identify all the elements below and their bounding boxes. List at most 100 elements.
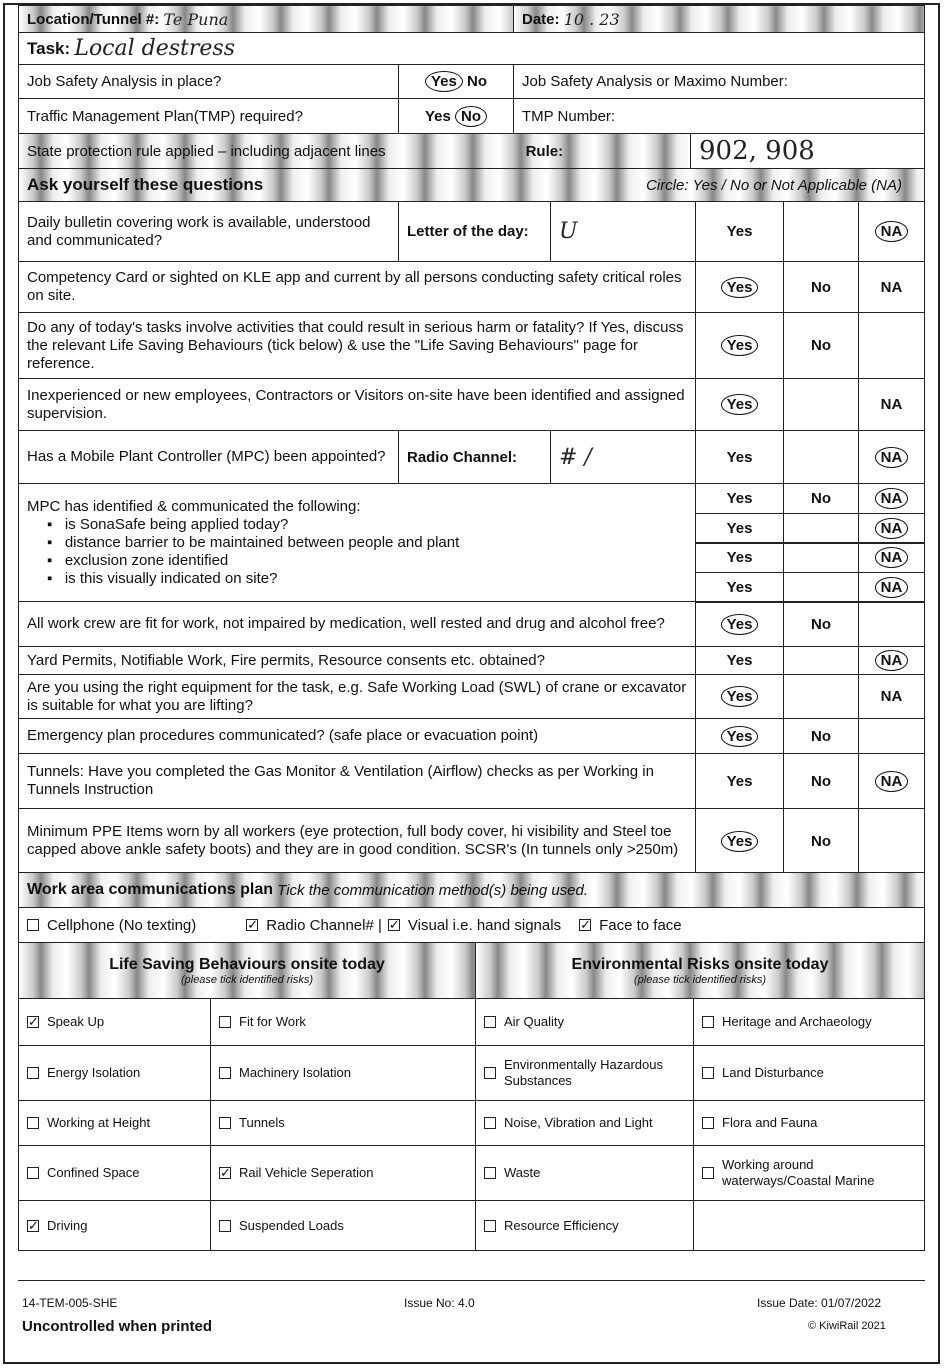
- answer-yes-cell[interactable]: Yes: [695, 483, 784, 514]
- answer-no[interactable]: No: [811, 337, 831, 354]
- answer-yes-cell[interactable]: Yes: [695, 378, 784, 431]
- answer-na-cell[interactable]: NA: [858, 430, 925, 484]
- answer-na-cell[interactable]: NA: [858, 378, 925, 431]
- risk-cell[interactable]: Noise, Vibration and Light: [475, 1100, 694, 1146]
- answer-no[interactable]: No: [811, 727, 831, 745]
- risk-cell[interactable]: Land Disturbance: [693, 1045, 925, 1101]
- answer-no-cell[interactable]: No: [783, 312, 859, 379]
- risk-cell[interactable]: Energy Isolation: [18, 1045, 211, 1101]
- checkbox[interactable]: [702, 1167, 714, 1179]
- checkbox-checked[interactable]: ✓: [219, 1165, 231, 1180]
- answer-yes-circled[interactable]: Yes: [720, 725, 759, 747]
- checkbox[interactable]: [27, 1067, 39, 1079]
- checkbox[interactable]: [484, 1016, 496, 1028]
- checkbox-checked[interactable]: ✓: [27, 1217, 39, 1233]
- answer-na-cell[interactable]: NA: [858, 572, 925, 603]
- checkbox[interactable]: [702, 1016, 714, 1028]
- checkbox[interactable]: [219, 1016, 231, 1028]
- answer-yes-cell[interactable]: Yes: [695, 601, 784, 647]
- answer-no[interactable]: No: [811, 278, 831, 296]
- answer-yes-circled[interactable]: Yes: [720, 830, 759, 852]
- answer-na-cell[interactable]: [858, 601, 925, 647]
- answer-yes-cell[interactable]: Yes: [695, 542, 784, 573]
- jsa-answer[interactable]: Yes No: [398, 64, 514, 99]
- answer-no-cell[interactable]: No: [783, 601, 859, 647]
- risk-cell[interactable]: Waste: [475, 1145, 694, 1201]
- answer-na[interactable]: NA: [880, 396, 903, 413]
- answer-yes[interactable]: Yes: [726, 549, 753, 566]
- answer-no-cell[interactable]: [783, 201, 859, 262]
- risk-cell[interactable]: Air Quality: [475, 998, 694, 1046]
- tmp-no-circled[interactable]: No: [455, 105, 488, 127]
- answer-yes-circled[interactable]: Yes: [720, 335, 759, 356]
- jsa-number-label[interactable]: Job Safety Analysis or Maximo Number:: [513, 64, 925, 99]
- risk-cell[interactable]: Fit for Work: [210, 998, 476, 1046]
- checkbox[interactable]: [27, 1117, 39, 1129]
- answer-yes-cell[interactable]: Yes: [695, 312, 784, 379]
- answer-yes[interactable]: Yes: [726, 448, 753, 466]
- answer-na-cell[interactable]: [858, 808, 925, 874]
- risk-cell[interactable]: Confined Space: [18, 1145, 211, 1201]
- answer-na-circled[interactable]: NA: [874, 650, 909, 671]
- answer-yes-cell[interactable]: Yes: [695, 430, 784, 484]
- answer-yes-cell[interactable]: Yes: [695, 572, 784, 603]
- risk-cell[interactable]: Heritage and Archaeology: [693, 998, 925, 1046]
- answer-na-cell[interactable]: NA: [858, 753, 925, 809]
- extra-value[interactable]: # /: [559, 444, 592, 470]
- answer-no-cell[interactable]: [783, 513, 859, 544]
- risk-cell[interactable]: ✓ Speak Up: [18, 998, 211, 1046]
- tmp-number-label[interactable]: TMP Number:: [513, 98, 925, 134]
- answer-na-cell[interactable]: NA: [858, 513, 925, 544]
- answer-yes-circled[interactable]: Yes: [720, 394, 759, 415]
- risk-cell[interactable]: Resource Efficiency: [475, 1200, 694, 1251]
- task-value[interactable]: Local destress: [74, 36, 235, 61]
- answer-yes-cell[interactable]: Yes: [695, 261, 784, 313]
- location-value[interactable]: Te Puna: [163, 9, 229, 29]
- comms-option[interactable]: ✓ Radio Channel# |: [246, 917, 382, 934]
- risk-cell[interactable]: Environmentally Hazardous Substances: [475, 1045, 694, 1101]
- checkbox[interactable]: [484, 1167, 496, 1179]
- answer-no[interactable]: No: [811, 490, 831, 507]
- answer-na-circled[interactable]: NA: [874, 577, 909, 598]
- answer-na-circled[interactable]: NA: [874, 446, 909, 468]
- checkbox[interactable]: [219, 1117, 231, 1129]
- checkbox[interactable]: [484, 1219, 496, 1232]
- answer-no-cell[interactable]: No: [783, 808, 859, 874]
- answer-yes[interactable]: Yes: [726, 223, 753, 240]
- risk-cell[interactable]: Tunnels: [210, 1100, 476, 1146]
- answer-yes-cell[interactable]: Yes: [695, 718, 784, 754]
- answer-na-cell[interactable]: NA: [858, 261, 925, 313]
- answer-no[interactable]: No: [811, 772, 831, 790]
- comms-option[interactable]: ✓ Face to face: [579, 917, 682, 934]
- answer-no-cell[interactable]: [783, 646, 859, 675]
- answer-na-circled[interactable]: NA: [874, 770, 909, 792]
- answer-no-cell[interactable]: [783, 542, 859, 573]
- answer-yes[interactable]: Yes: [726, 772, 753, 790]
- answer-yes-cell[interactable]: Yes: [695, 513, 784, 544]
- checkbox-checked[interactable]: ✓: [579, 917, 592, 932]
- checkbox[interactable]: [484, 1117, 496, 1129]
- answer-no-cell[interactable]: No: [783, 753, 859, 809]
- answer-yes-cell[interactable]: Yes: [695, 753, 784, 809]
- answer-na-cell[interactable]: NA: [858, 483, 925, 514]
- answer-yes[interactable]: Yes: [726, 579, 753, 596]
- answer-no-cell[interactable]: [783, 430, 859, 484]
- checkbox[interactable]: [702, 1067, 714, 1079]
- answer-no[interactable]: No: [811, 615, 831, 633]
- answer-na-cell[interactable]: NA: [858, 674, 925, 719]
- checkbox[interactable]: [27, 919, 39, 931]
- answer-na-circled[interactable]: NA: [874, 488, 909, 509]
- risk-cell[interactable]: Working around waterways/Coastal Marine: [693, 1145, 925, 1201]
- risk-cell[interactable]: Machinery Isolation: [210, 1045, 476, 1101]
- checkbox[interactable]: [27, 1167, 39, 1179]
- answer-yes-cell[interactable]: Yes: [695, 808, 784, 874]
- answer-na-cell[interactable]: NA: [858, 646, 925, 675]
- answer-no-cell[interactable]: No: [783, 261, 859, 313]
- checkbox-checked[interactable]: ✓: [387, 917, 400, 932]
- answer-yes[interactable]: Yes: [726, 490, 753, 507]
- answer-yes-circled[interactable]: Yes: [720, 276, 759, 298]
- answer-na-circled[interactable]: NA: [874, 547, 909, 568]
- answer-na[interactable]: NA: [880, 688, 903, 705]
- checkbox[interactable]: [484, 1067, 496, 1079]
- comms-option[interactable]: Cellphone (No texting): [27, 917, 196, 934]
